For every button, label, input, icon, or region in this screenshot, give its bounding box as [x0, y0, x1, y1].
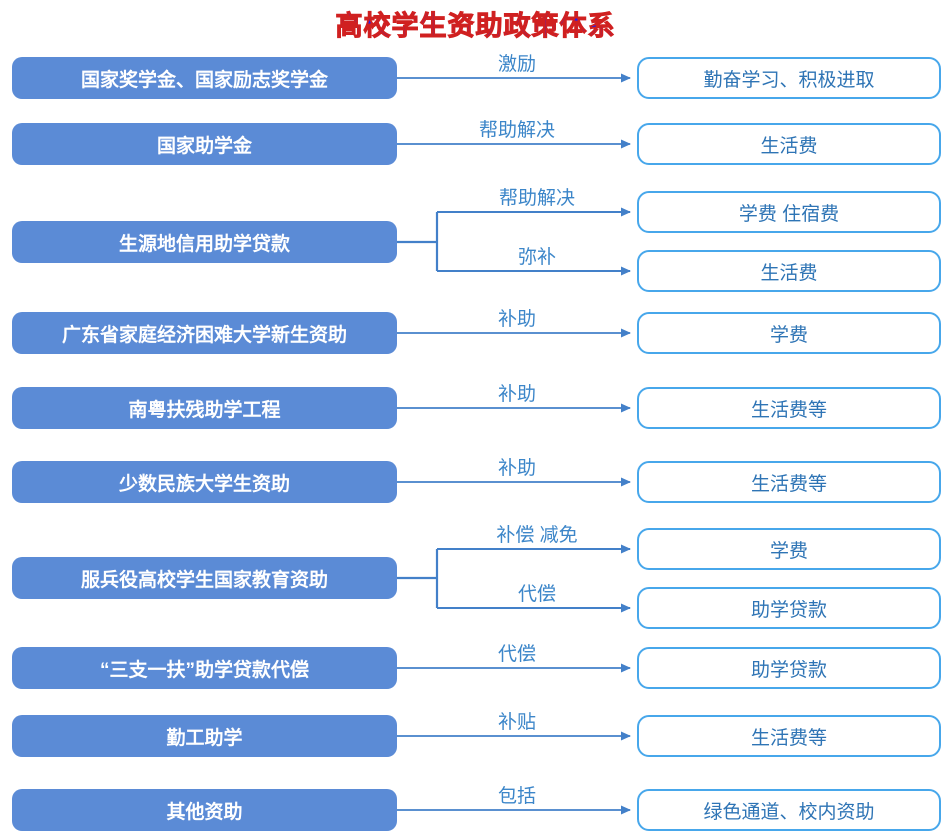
outcome-box: 生活费: [637, 250, 941, 292]
edge-label: 补助: [497, 384, 536, 405]
edge-label: 补贴: [497, 712, 536, 733]
outcome-box: 勤奋学习、积极进取: [637, 57, 941, 99]
edge-label: 补助: [497, 458, 536, 479]
outcome-box: 学费: [637, 312, 941, 354]
policy-box: 国家助学金: [12, 123, 397, 165]
outcome-box: 学费: [637, 528, 941, 570]
outcome-box: 生活费等: [637, 461, 941, 503]
outcome-box: 生活费等: [637, 715, 941, 757]
edge-label: 代偿: [517, 584, 556, 605]
edge-label: 补偿 减免: [496, 525, 578, 546]
edge-label: 代偿: [497, 644, 536, 665]
policy-box: 广东省家庭经济困难大学新生资助: [12, 312, 397, 354]
outcome-box: 绿色通道、校内资助: [637, 789, 941, 831]
diagram-title: 高校学生资助政策体系: [335, 11, 616, 42]
policy-box: 服兵役高校学生国家教育资助: [12, 557, 397, 599]
edge-label: 包括: [497, 786, 536, 807]
policy-box: 国家奖学金、国家励志奖学金: [12, 57, 397, 99]
edge-label: 弥补: [517, 247, 556, 268]
policy-box: 生源地信用助学贷款: [12, 221, 397, 263]
outcome-box: 学费 住宿费: [637, 191, 941, 233]
outcome-box: 生活费: [637, 123, 941, 165]
outcome-box: 生活费等: [637, 387, 941, 429]
policy-box: 少数民族大学生资助: [12, 461, 397, 503]
edge-label: 帮助解决: [478, 120, 555, 141]
edge-label: 激励: [497, 54, 536, 75]
outcome-box: 助学贷款: [637, 647, 941, 689]
outcome-box: 助学贷款: [637, 587, 941, 629]
policy-box: 其他资助: [12, 789, 397, 831]
edge-label: 补助: [497, 309, 536, 330]
policy-box: “三支一扶”助学贷款代偿: [12, 647, 397, 689]
policy-box: 勤工助学: [12, 715, 397, 757]
policy-box: 南粤扶残助学工程: [12, 387, 397, 429]
edge-label: 帮助解决: [498, 188, 575, 209]
